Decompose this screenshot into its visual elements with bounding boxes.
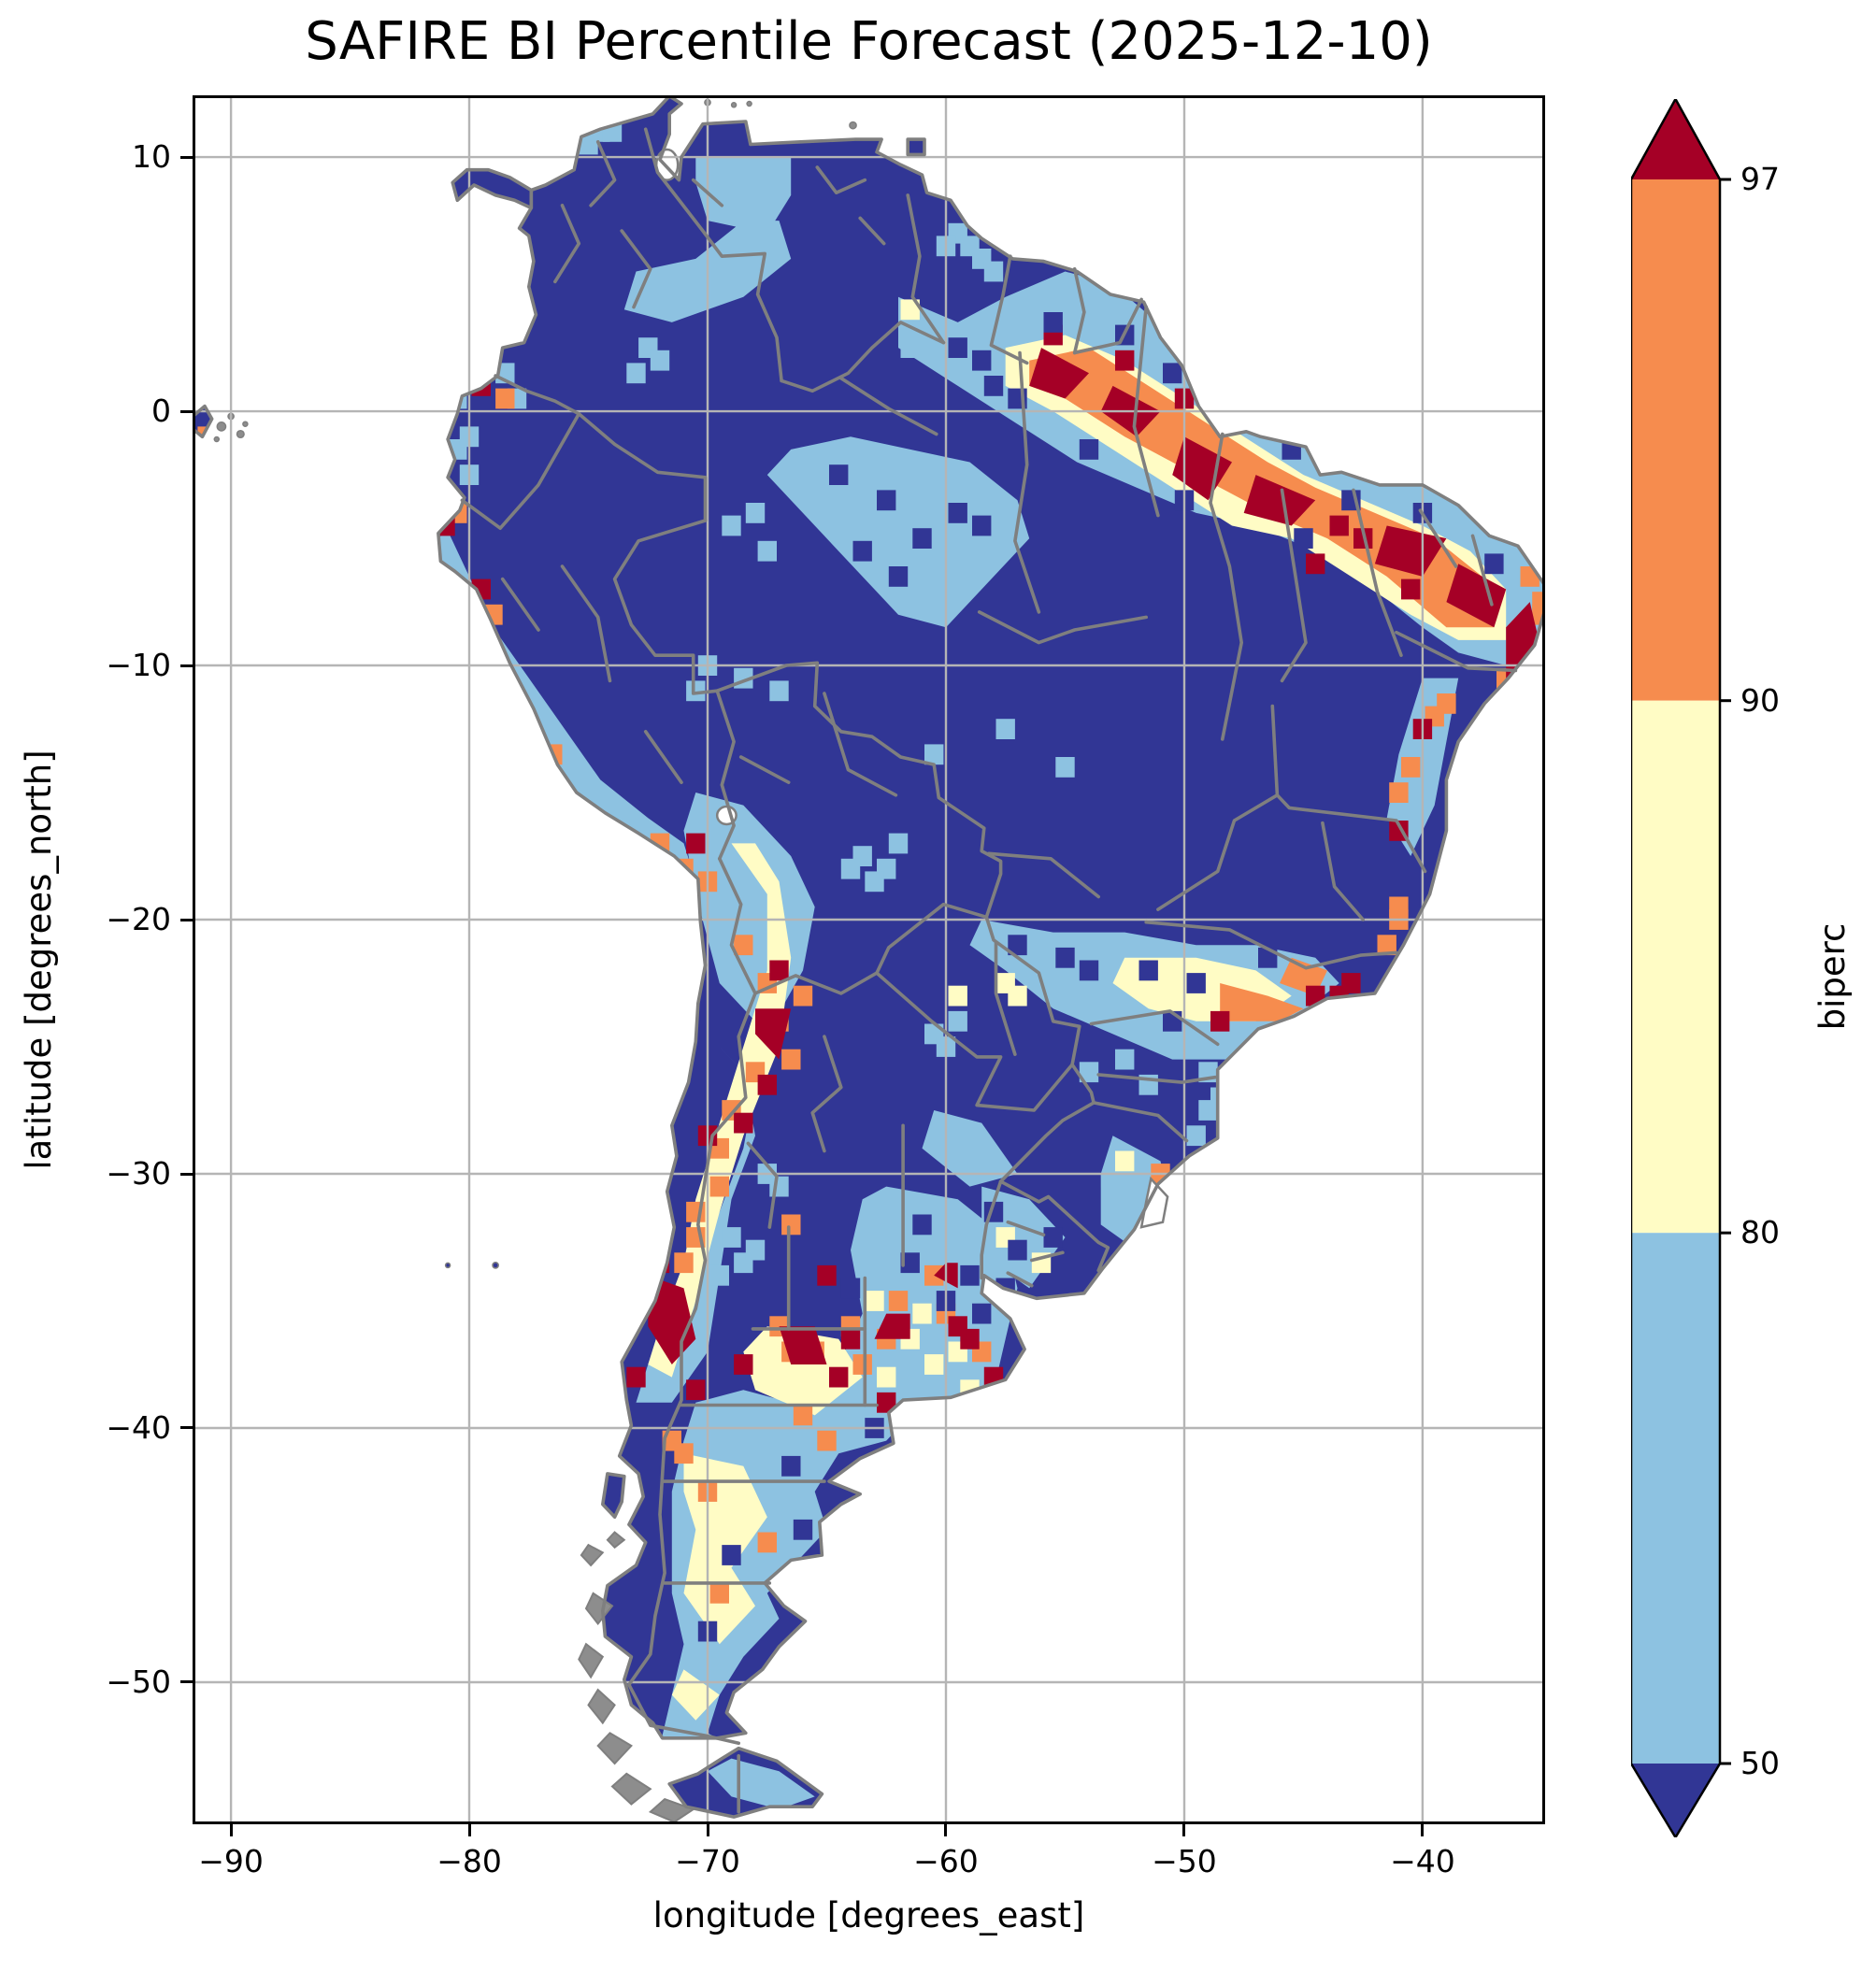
plot-frame — [193, 95, 1545, 1824]
x-tick-label: −90 — [198, 1843, 264, 1879]
colorbar-tick-label: 80 — [1740, 1214, 1780, 1251]
y-tick-label: −40 — [106, 1408, 171, 1446]
y-tick-mark — [180, 1680, 193, 1684]
colorbar-label: biperc — [1812, 922, 1853, 1031]
colorbar-segment — [1631, 179, 1720, 701]
y-tick-label: −20 — [106, 901, 171, 938]
map-plot — [193, 95, 1545, 1824]
y-tick-mark — [180, 409, 193, 413]
gridlines — [193, 95, 1545, 1824]
y-tick-label: 0 — [151, 393, 171, 430]
y-tick-label: −50 — [106, 1663, 171, 1700]
x-tick-label: −40 — [1390, 1843, 1455, 1879]
x-tick-mark — [944, 1824, 948, 1836]
y-tick-mark — [180, 1426, 193, 1430]
y-tick-mark — [180, 1172, 193, 1176]
x-tick-mark — [467, 1824, 471, 1836]
x-axis-label: longitude [degrees_east] — [652, 1895, 1085, 1935]
y-tick-mark — [180, 918, 193, 921]
admin-borders — [460, 127, 1518, 1814]
y-tick-mark — [180, 155, 193, 159]
colorbar-extend-min — [1631, 1764, 1720, 1837]
x-tick-label: −50 — [1152, 1843, 1217, 1879]
y-tick-label: −10 — [106, 647, 171, 684]
y-axis-label: latitude [degrees_north] — [19, 750, 59, 1170]
x-tick-label: −80 — [437, 1843, 502, 1879]
colorbar-extend-max — [1631, 99, 1720, 179]
y-tick-label: −30 — [106, 1155, 171, 1192]
x-tick-label: −70 — [675, 1843, 740, 1879]
coastline — [193, 95, 1545, 1819]
colorbar-tick-label: 97 — [1740, 161, 1780, 197]
colorbar-segment — [1631, 700, 1720, 1234]
plot-title: SAFIRE BI Percentile Forecast (2025-12-1… — [305, 11, 1433, 72]
x-tick-mark — [1421, 1824, 1425, 1836]
x-tick-label: −60 — [913, 1843, 979, 1879]
colorbar-segment — [1631, 1233, 1720, 1764]
x-tick-mark — [1182, 1824, 1186, 1836]
colorbar-tick-label: 50 — [1740, 1745, 1780, 1781]
map-canvas — [193, 95, 1545, 1824]
colorbar-tick-label: 90 — [1740, 681, 1780, 719]
y-tick-mark — [180, 664, 193, 667]
colorbar — [1631, 99, 1753, 1837]
x-tick-mark — [706, 1824, 709, 1836]
y-tick-label: 10 — [132, 138, 171, 176]
colorbar-canvas — [1631, 99, 1731, 1837]
x-tick-mark — [229, 1824, 233, 1836]
